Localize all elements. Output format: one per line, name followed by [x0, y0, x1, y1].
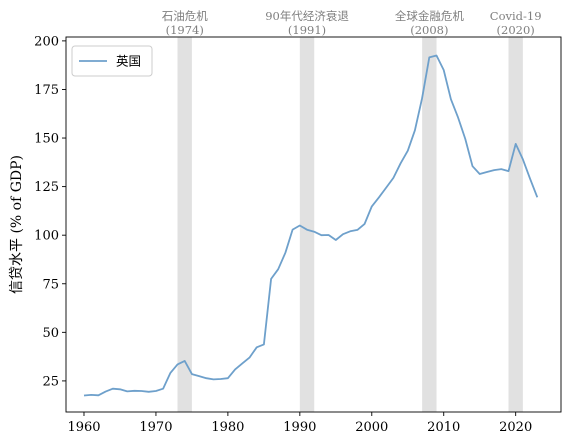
- crisis-labels: 石油危机(1974) 90年代经济衰退(1991) 全球金融危机(2008) Covi…: [162, 9, 542, 37]
- x-tick-label: 1970: [139, 420, 172, 435]
- crisis-label-name-2: 90年代经济衰退: [265, 9, 349, 23]
- y-tick-label: 75: [42, 277, 59, 292]
- crisis-label-name-4: Covid-19: [490, 9, 542, 23]
- x-tick-label: 1990: [283, 420, 316, 435]
- x-tick-label: 2000: [355, 420, 388, 435]
- legend: 英国: [71, 45, 153, 77]
- crisis-shading-layer: [177, 37, 523, 412]
- legend-label: 英国: [116, 54, 141, 69]
- y-tick-label: 175: [34, 83, 59, 98]
- y-tick-label: 200: [34, 34, 59, 49]
- crisis-label-year-3: (2008): [410, 23, 448, 37]
- y-tick-label: 50: [42, 326, 59, 341]
- crisis-label-year-2: (1991): [288, 23, 326, 37]
- axes: 1960 1970 1980 1990 2000 2010 2020 25 50 75 100 125…: [34, 34, 562, 435]
- y-tick-label: 25: [42, 374, 59, 389]
- plot-frame: [65, 36, 562, 413]
- crisis-band-2: [299, 37, 315, 412]
- x-tick-label: 2020: [499, 420, 532, 435]
- crisis-band-1: [177, 37, 192, 412]
- series-layer: [83, 54, 539, 397]
- series-line-1: [83, 54, 539, 397]
- y-tick-label: 100: [34, 229, 59, 244]
- y-axis-title: 信贷水平 (% of GDP): [9, 155, 25, 294]
- crisis-label-year-1: (1974): [166, 23, 204, 37]
- legend-box: [71, 45, 153, 77]
- x-tick-label: 1960: [67, 420, 100, 435]
- x-tick-label: 2010: [427, 420, 460, 435]
- crisis-label-name-1: 石油危机: [162, 9, 208, 23]
- y-tick-label: 150: [34, 132, 59, 147]
- crisis-label-name-3: 全球金融危机: [395, 9, 464, 23]
- x-tick-label: 1980: [211, 420, 244, 435]
- crisis-band-3: [422, 37, 437, 412]
- y-tick-label: 125: [34, 180, 59, 195]
- crisis-label-year-4: (2020): [497, 23, 535, 37]
- crisis-band-4: [508, 37, 523, 412]
